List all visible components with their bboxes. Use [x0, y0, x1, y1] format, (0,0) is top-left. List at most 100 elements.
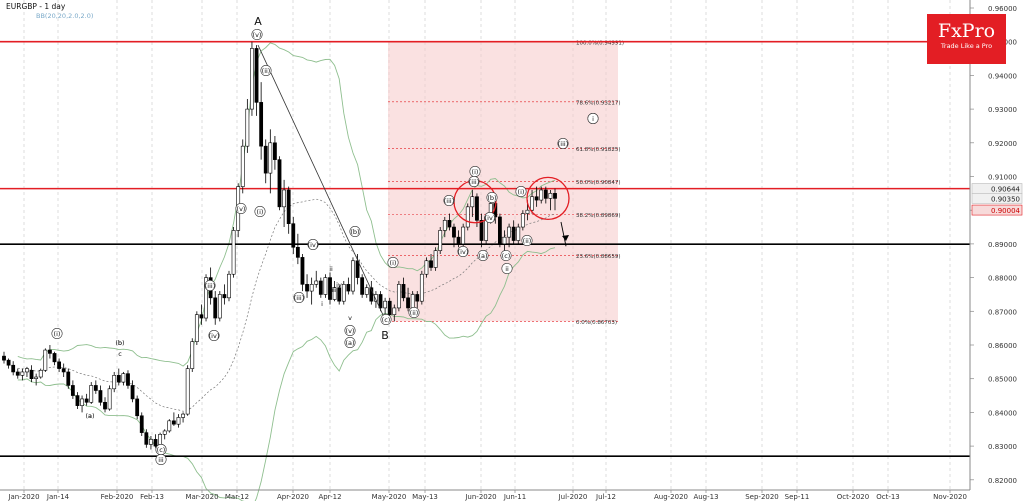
wave-label-circle — [500, 250, 512, 262]
wave-label: (ii) — [262, 67, 271, 75]
candle — [135, 398, 140, 417]
candle — [11, 364, 16, 373]
candle — [20, 371, 25, 376]
fibonacci-label: 78.6%(0.93217) — [576, 100, 621, 106]
candle — [328, 277, 332, 300]
candle — [369, 287, 374, 302]
wave-label: (b) — [350, 228, 359, 236]
wave-label: (iv) — [485, 214, 496, 222]
x-tick-label: Jul-12 — [595, 493, 616, 501]
candle — [419, 273, 424, 302]
wave-label: a — [88, 412, 92, 420]
candle — [176, 417, 181, 425]
wave-label: (i) — [390, 259, 397, 267]
wave-label-circle — [387, 256, 399, 268]
candle — [254, 48, 259, 103]
chart-title: EURGBP - 1 day — [6, 2, 66, 11]
candle — [273, 142, 277, 160]
candle — [57, 361, 62, 369]
wave-label: ii — [329, 265, 333, 273]
wave-label: (i) — [257, 208, 264, 216]
x-tick-label: Jan-14 — [46, 493, 70, 501]
wave-label: (i) — [54, 330, 61, 338]
wave-label-circle — [501, 262, 513, 274]
fibonacci-label: 0.0%(0.86703) — [576, 320, 617, 326]
candle — [112, 375, 117, 390]
candle — [185, 368, 190, 415]
candle — [406, 297, 410, 309]
bollinger-bands — [17, 42, 556, 501]
candle — [374, 294, 378, 302]
candle — [539, 189, 544, 201]
candle — [337, 287, 342, 302]
candle — [295, 246, 300, 258]
candle — [534, 196, 539, 201]
wave-label-circle — [468, 176, 480, 188]
forecast-arrowhead — [562, 235, 569, 241]
candle — [38, 369, 43, 378]
candle — [502, 236, 507, 245]
candle — [43, 349, 48, 371]
candle — [48, 349, 52, 354]
wave-label: c — [118, 350, 122, 358]
wave-label-circle — [521, 235, 533, 247]
y-tick-label: 0.85000 — [988, 376, 1017, 384]
wave-label-circle — [254, 206, 266, 218]
candle — [318, 280, 323, 295]
wave-label-circle — [251, 28, 263, 40]
wave-label: ii — [505, 265, 509, 273]
price-tag-label: 0.90350 — [991, 195, 1020, 203]
x-tick-label: May-13 — [412, 493, 438, 501]
candle — [66, 371, 71, 386]
bollinger-lower — [17, 247, 556, 501]
wave-label: i — [592, 115, 594, 123]
candle — [61, 368, 66, 373]
candle — [438, 230, 443, 251]
grid — [23, 0, 951, 490]
x-tick-label: Mar-2020 — [185, 493, 218, 501]
wave-label: iv — [336, 281, 342, 289]
wave-label: (v) — [253, 31, 262, 39]
wave-label-circle — [344, 336, 356, 348]
bollinger-middle — [17, 198, 556, 412]
fibonacci-label: 61.8%(0.91825) — [576, 147, 621, 153]
wave-label: (iii) — [205, 282, 216, 290]
candle — [153, 439, 158, 447]
candles — [2, 41, 557, 450]
wave-label-circle — [155, 453, 167, 465]
brand-tagline: Trade Like a Pro — [940, 42, 993, 50]
wave-label: (c) — [502, 252, 511, 260]
candle — [98, 390, 103, 403]
trend-line — [257, 44, 387, 322]
annotations: A B (v) (ii) (i) (iii) (iv) (v) (a) (b) (c) (a) (b) (… — [51, 15, 599, 465]
wave-label-circle — [484, 212, 496, 224]
candle — [263, 145, 268, 174]
candle — [442, 220, 447, 231]
wave-label: (a) — [85, 412, 94, 420]
candle — [392, 307, 397, 315]
candle — [25, 368, 29, 373]
wave-label: i — [321, 300, 323, 308]
candle — [364, 287, 369, 295]
candle — [250, 48, 254, 110]
candle — [52, 353, 57, 363]
x-tick-label: Jan-2020 — [7, 493, 39, 501]
candle — [516, 226, 521, 241]
x-tick-label: Sep-2020 — [745, 493, 779, 501]
wave-label: (b) — [115, 339, 124, 347]
candle — [341, 284, 346, 302]
candle — [231, 230, 236, 275]
y-tick-label: 0.86000 — [988, 342, 1017, 350]
candle — [139, 415, 144, 433]
candle — [530, 196, 534, 211]
candle — [433, 250, 438, 268]
candle — [213, 297, 218, 319]
x-tick-label: Jun-2020 — [464, 493, 496, 501]
candle — [103, 401, 107, 410]
x-tick-label: Sep-11 — [785, 493, 810, 501]
candle — [227, 273, 231, 299]
price-tag-label: 0.90644 — [991, 185, 1020, 193]
candle — [286, 189, 291, 224]
wave-label: (a) — [478, 252, 487, 260]
